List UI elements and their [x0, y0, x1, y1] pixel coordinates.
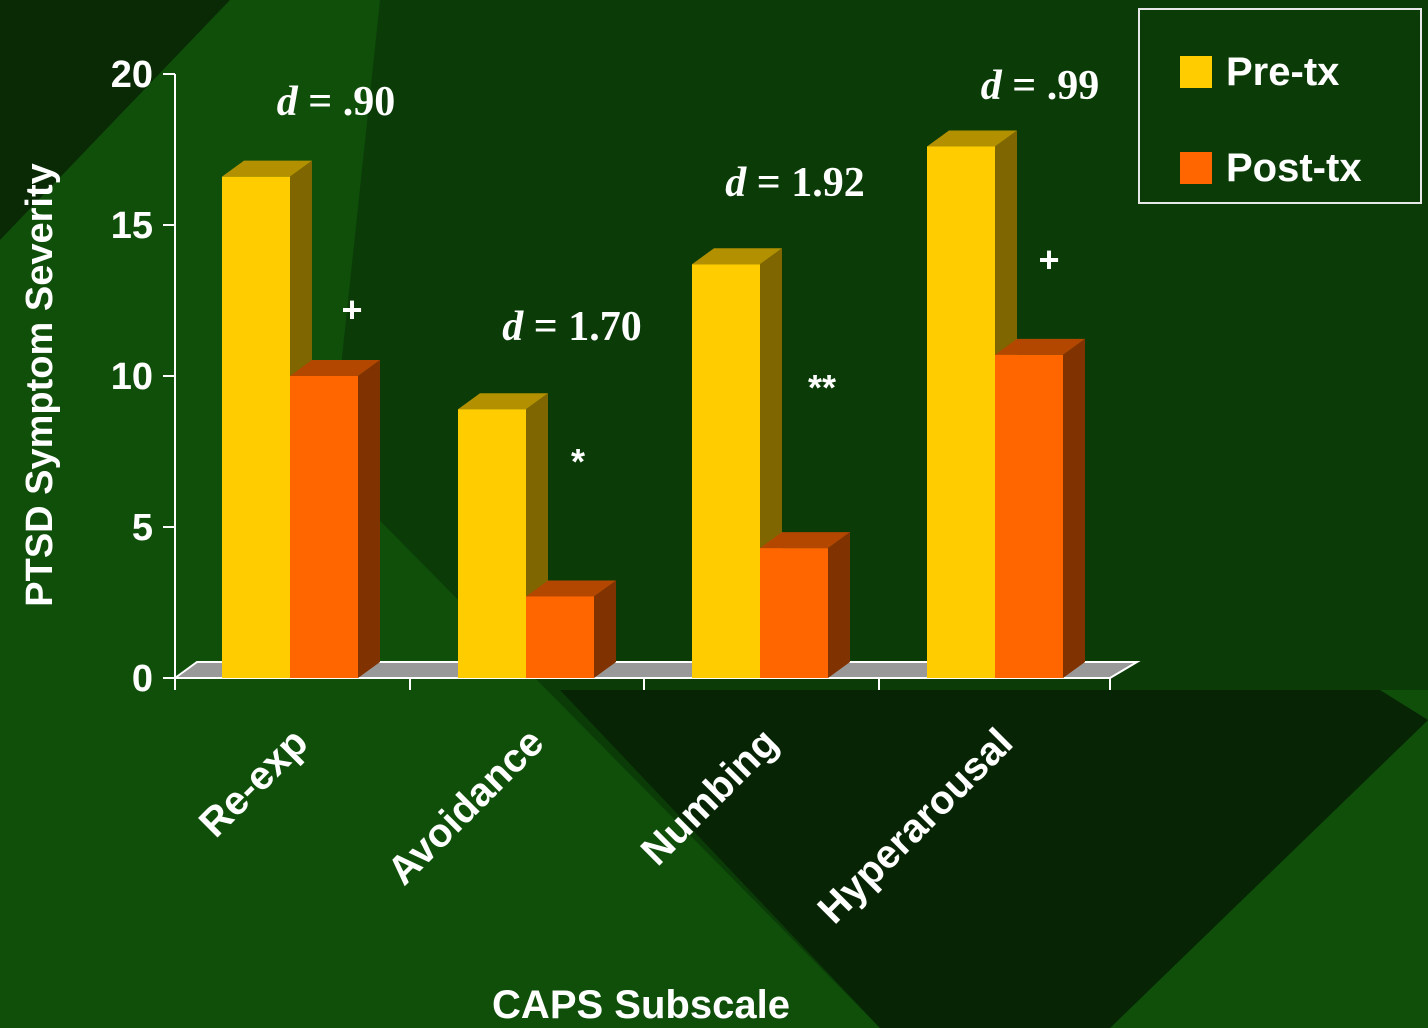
bar-post-2-top [760, 532, 850, 549]
legend-swatch-post [1180, 152, 1212, 184]
legend: Pre-tx Post-tx [1138, 8, 1422, 204]
bar-post-1 [526, 580, 616, 678]
y-tick-label: 5 [132, 507, 153, 549]
bar-post-0-side [358, 360, 380, 678]
effect-size-label: d = 1.92 [725, 160, 864, 206]
x-tick-label: Hyperarousal [809, 720, 1021, 932]
bar-post-2-side [828, 532, 850, 678]
x-tick-label: Numbing [633, 720, 787, 874]
bar-pre-0-front [222, 176, 290, 678]
bar-post-1-top [526, 580, 616, 597]
significance-marker: * [571, 441, 585, 482]
effect-size-label: d = .90 [277, 79, 395, 125]
bar-post-0-top [290, 360, 380, 376]
legend-label-pre: Pre-tx [1226, 49, 1340, 94]
y-axis-title: PTSD Symptom Severity [19, 163, 61, 606]
significance-marker: ** [808, 367, 836, 408]
legend-item-post: Post-tx [1180, 146, 1362, 190]
bar-pre-1-front [458, 409, 526, 678]
bar-pre-1-top [458, 393, 548, 410]
x-tick-label: Avoidance [379, 720, 552, 893]
x-axis-title: CAPS Subscale [492, 983, 790, 1027]
y-tick-label: 10 [111, 356, 153, 398]
bar-post-0 [290, 360, 380, 678]
bar-post-0-front [290, 376, 358, 678]
significance-marker: + [341, 289, 362, 330]
bar-pre-3-front [927, 146, 995, 679]
bar-post-2 [760, 532, 850, 678]
bar-pre-2-front [692, 264, 760, 678]
x-tick-label: Re-exp [191, 720, 316, 845]
bar-post-1-front [526, 596, 594, 678]
legend-item-pre: Pre-tx [1180, 50, 1339, 94]
legend-swatch-pre [1180, 56, 1212, 88]
bar-post-1-side [594, 580, 616, 678]
legend-label-post: Post-tx [1226, 145, 1362, 190]
bar-post-3 [995, 338, 1085, 678]
bar-post-3-front [995, 354, 1063, 678]
effect-size-label: d = .99 [981, 63, 1099, 109]
bar-pre-2-top [692, 248, 782, 265]
y-tick-label: 0 [132, 658, 153, 700]
bar-pre-0-top [222, 160, 312, 177]
bar-post-3-top [995, 338, 1085, 355]
y-tick-label: 15 [111, 205, 153, 247]
significance-marker: + [1038, 239, 1059, 280]
y-tick-label: 20 [111, 54, 153, 96]
bar-post-2-front [760, 548, 828, 678]
effect-size-label: d = 1.70 [502, 304, 641, 350]
bar-pre-3-top [927, 130, 1017, 147]
bar-post-3-side [1063, 338, 1085, 678]
